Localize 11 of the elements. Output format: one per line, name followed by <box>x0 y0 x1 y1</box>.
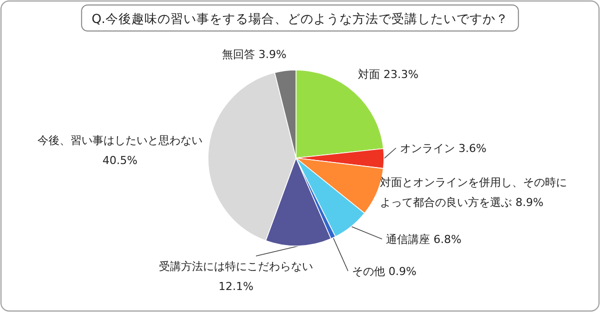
data-label: 40.5% <box>102 154 138 167</box>
chart-title: Q.今後趣味の習い事をする場合、どのような方法で受講したいですか？ <box>92 11 508 26</box>
slice-label: 通信講座 6.8% <box>386 233 462 246</box>
slice-label: 対面とオンラインを併用し、その時によって都合の良い方を選ぶ 8.9% <box>380 176 567 209</box>
slice-label: 対面 23.3% <box>358 68 418 81</box>
slice-label: 無回答 3.9% <box>222 48 286 61</box>
data-label: 12.1% <box>218 280 254 293</box>
slice-label: オンライン 3.6% <box>400 142 486 155</box>
slice-label: その他 0.9% <box>352 265 416 278</box>
slice-label: 今後、習い事はしたいと思わない <box>38 134 202 147</box>
slice-label: 受講方法には特にこだわらない <box>159 260 313 273</box>
